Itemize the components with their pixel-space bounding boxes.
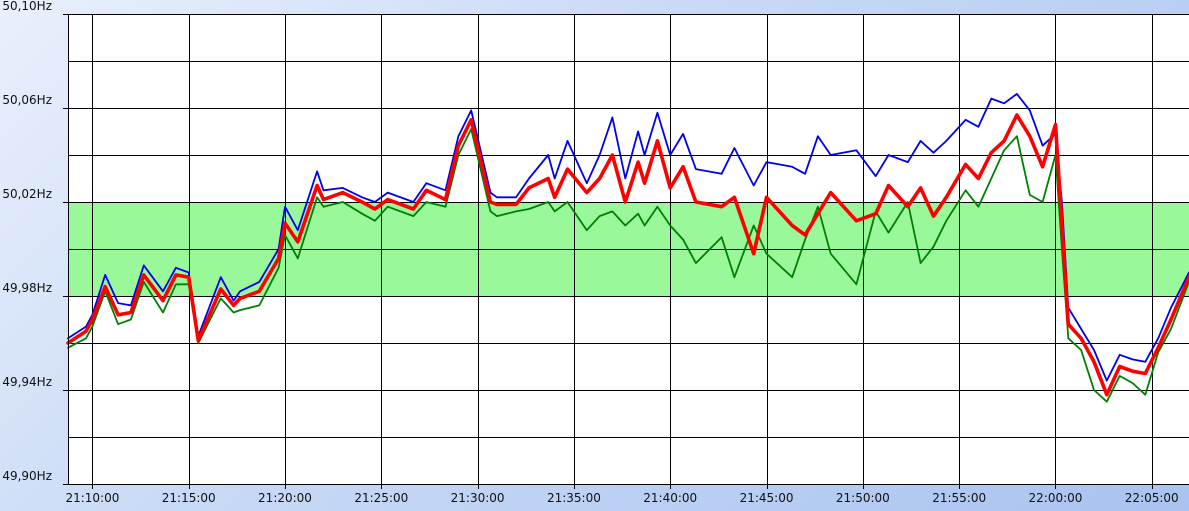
y-tick-label: 50,10Hz [2,0,52,13]
x-tick-label: 21:55:00 [932,491,986,505]
x-tick-label: 22:05:00 [1125,491,1179,505]
y-tick-label: 49,98Hz [2,281,52,295]
x-tick-label: 21:30:00 [451,491,505,505]
x-tick-label: 21:10:00 [65,491,119,505]
series-line [67,93,1189,382]
y-axis-labels: 50,10Hz 50,06Hz 50,02Hz 49,98Hz 49,94Hz 49,90… [2,0,68,485]
plot-frame [68,14,1189,485]
x-tick-label: 21:15:00 [162,491,216,505]
y-tick-label: 50,02Hz [2,187,52,201]
x-tick-label: 21:25:00 [354,491,408,505]
x-tick-label: 21:50:00 [836,491,890,505]
x-axis-labels: 21:10:00 21:15:00 21:20:00 21:25:00 21:30:00… [65,484,1179,505]
y-tick-label: 49,90Hz [2,469,52,483]
series-lines [66,93,1189,403]
y-tick-label: 49,94Hz [2,375,52,389]
y-tick-label: 50,06Hz [2,93,52,107]
x-tick-label: 21:35:00 [547,491,601,505]
x-tick-label: 21:40:00 [643,491,697,505]
x-tick-label: 21:45:00 [740,491,794,505]
x-tick-label: 22:00:00 [1029,491,1083,505]
series-line [67,128,1189,403]
series-line [66,113,1189,397]
x-tick-label: 21:20:00 [258,491,312,505]
